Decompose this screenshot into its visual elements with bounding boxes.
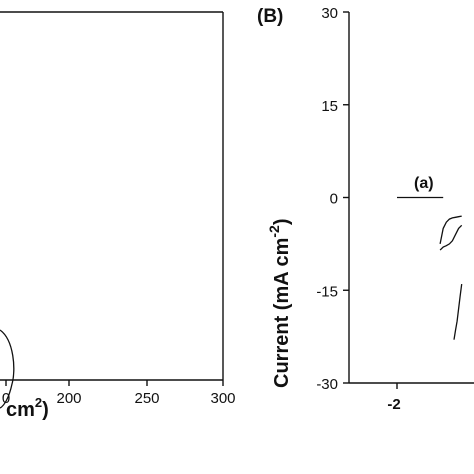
panel-a-x-axis-label: cm2) — [6, 395, 49, 421]
panel-b: (B) 30 15 0 -15 -30 -2 Current (mA cm-2) (a) — [257, 5, 474, 413]
panel-a-x-ticks: 0 200 250 300 — [2, 380, 236, 407]
panel-b-y-tick-label: 15 — [321, 98, 338, 115]
panel-b-y-tick-label: 30 — [321, 5, 338, 22]
panel-a: 0 200 250 300 cm2) — [0, 11, 236, 421]
panel-a-ellipse-mark — [0, 329, 15, 409]
panel-b-y-axis-label: Current (mA cm-2) — [266, 218, 293, 388]
panel-b-series-line-1 — [439, 215, 462, 245]
panel-b-y-ticks: 30 15 0 -15 -30 — [316, 5, 349, 393]
panel-a-x-tick-label: 200 — [56, 390, 81, 407]
panel-a-x-tick-label: 250 — [134, 390, 159, 407]
panel-b-annotation-a: (a) — [414, 175, 434, 192]
panel-b-y-tick-label: -30 — [316, 376, 338, 393]
panel-a-x-tick-label: 300 — [210, 390, 235, 407]
panel-b-x-ticks: -2 — [387, 383, 401, 413]
panel-b-y-tick-label: 0 — [330, 191, 338, 208]
panel-b-series — [397, 196, 463, 340]
panel-b-x-tick-label: -2 — [387, 396, 400, 413]
panel-b-series-line-2 — [439, 224, 463, 251]
panel-b-series-line-3 — [453, 284, 463, 340]
panel-b-label: (B) — [257, 6, 283, 27]
panel-a-x-tick-label: 0 — [2, 390, 10, 407]
panel-b-y-tick-label: -15 — [316, 283, 338, 300]
